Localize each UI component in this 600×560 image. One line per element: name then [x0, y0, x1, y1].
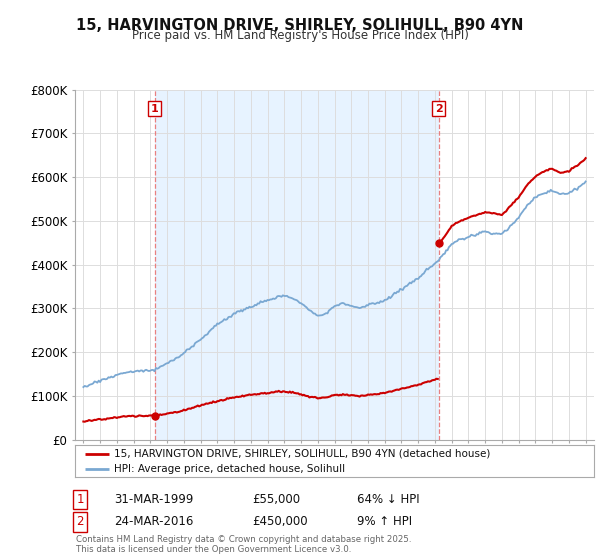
Text: 24-MAR-2016: 24-MAR-2016: [114, 515, 193, 529]
Text: 15, HARVINGTON DRIVE, SHIRLEY, SOLIHULL, B90 4YN: 15, HARVINGTON DRIVE, SHIRLEY, SOLIHULL,…: [76, 18, 524, 33]
Text: 2: 2: [76, 515, 84, 529]
Text: HPI: Average price, detached house, Solihull: HPI: Average price, detached house, Soli…: [114, 464, 345, 474]
Text: £450,000: £450,000: [252, 515, 308, 529]
Text: 1: 1: [76, 493, 84, 506]
Text: Contains HM Land Registry data © Crown copyright and database right 2025.
This d: Contains HM Land Registry data © Crown c…: [76, 535, 412, 554]
Text: 64% ↓ HPI: 64% ↓ HPI: [357, 493, 419, 506]
Text: 2: 2: [435, 104, 443, 114]
Text: 1: 1: [151, 104, 158, 114]
Text: Price paid vs. HM Land Registry's House Price Index (HPI): Price paid vs. HM Land Registry's House …: [131, 29, 469, 42]
Text: 9% ↑ HPI: 9% ↑ HPI: [357, 515, 412, 529]
Bar: [155, 90, 439, 440]
Text: 31-MAR-1999: 31-MAR-1999: [114, 493, 193, 506]
Text: 15, HARVINGTON DRIVE, SHIRLEY, SOLIHULL, B90 4YN (detached house): 15, HARVINGTON DRIVE, SHIRLEY, SOLIHULL,…: [114, 449, 490, 459]
Text: £55,000: £55,000: [252, 493, 300, 506]
